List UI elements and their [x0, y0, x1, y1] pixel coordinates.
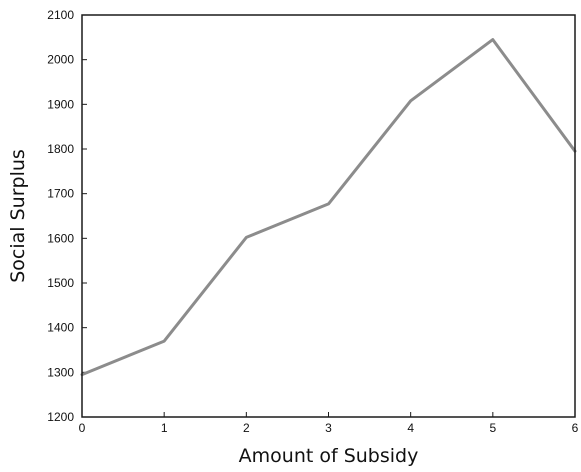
y-tick-label: 1300 [47, 365, 74, 379]
x-axis-title: Amount of Subsidy [239, 445, 419, 467]
x-tick-label: 5 [489, 421, 496, 435]
social-surplus-line [80, 38, 577, 377]
x-tick-label: 0 [79, 421, 86, 435]
plot-frame [81, 14, 576, 418]
y-tick-label: 2000 [47, 53, 74, 67]
y-tick-label: 1200 [47, 410, 74, 424]
y-tick-label: 1800 [47, 142, 74, 156]
y-tick-label: 1500 [47, 276, 74, 290]
y-tick-label: 2100 [47, 8, 74, 22]
y-tick-label: 1400 [47, 321, 74, 335]
x-tick-label: 3 [325, 421, 332, 435]
y-axis-ticks: 1200 1300 1400 1500 1600 1700 1800 1900 2000 2100 [47, 8, 87, 424]
x-tick-label: 1 [161, 421, 168, 435]
y-tick-label: 1600 [47, 231, 74, 245]
y-tick-label: 1700 [47, 187, 74, 201]
x-tick-label: 6 [572, 421, 579, 435]
x-tick-label: 4 [407, 421, 414, 435]
x-tick-label: 2 [243, 421, 250, 435]
y-tick-label: 1900 [47, 97, 74, 111]
y-axis-title: Social Surplus [7, 149, 29, 283]
x-axis-ticks: 0 1 2 3 4 5 6 [79, 412, 579, 435]
